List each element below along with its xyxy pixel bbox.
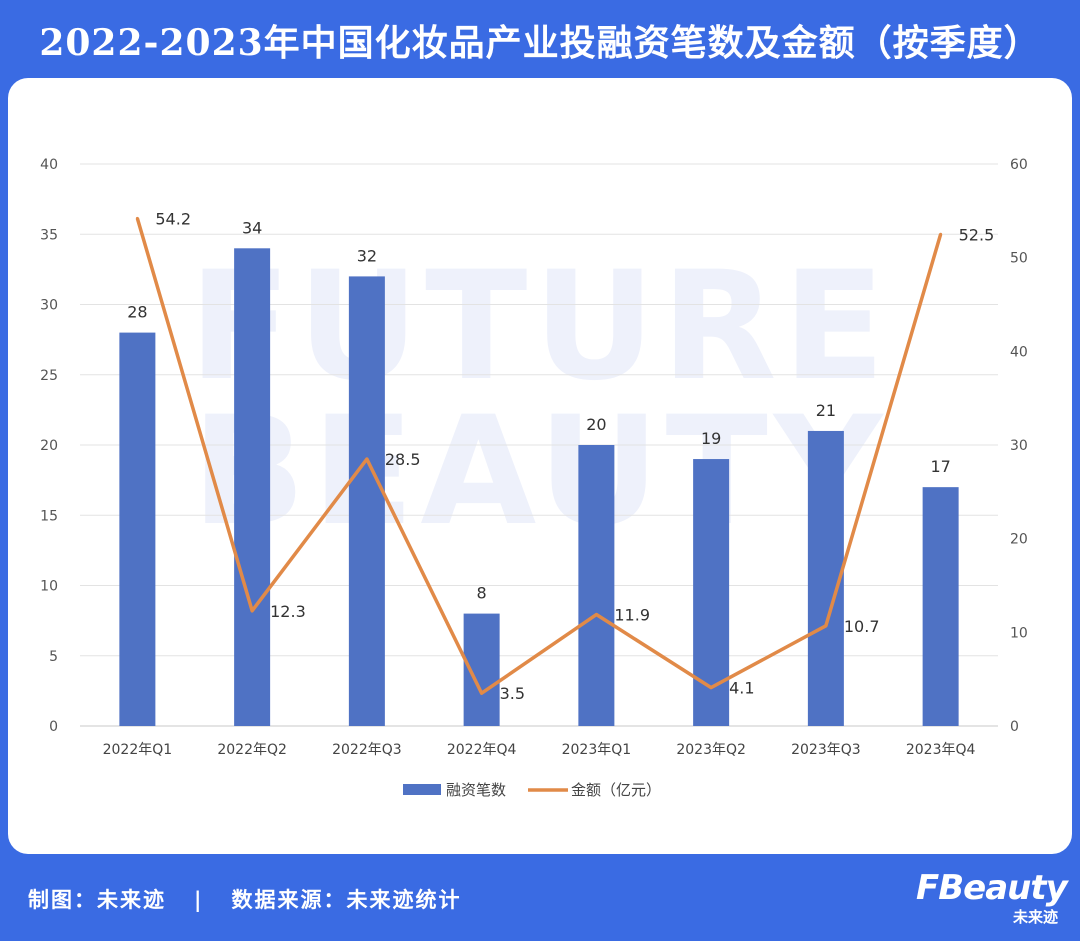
line-point bbox=[480, 691, 484, 695]
watermark-line-2: BEAUTY bbox=[191, 385, 888, 559]
x-tick-label: 2023年Q2 bbox=[676, 742, 746, 758]
line-path bbox=[135, 217, 943, 695]
bar-data-label: 32 bbox=[357, 246, 377, 265]
right-tick-label: 50 bbox=[1010, 251, 1028, 267]
watermark-line-1: FUTURE bbox=[189, 240, 891, 414]
watermark: FUTURE BEAUTY bbox=[189, 240, 891, 559]
logo-wordmark: FBeauty bbox=[916, 868, 1068, 908]
right-tick-label: 0 bbox=[1010, 719, 1019, 735]
x-tick-label: 2022年Q3 bbox=[332, 742, 402, 758]
x-tick-label: 2023年Q4 bbox=[906, 742, 976, 758]
line-data-label: 28.5 bbox=[385, 450, 421, 469]
legend-bar-swatch bbox=[403, 784, 441, 795]
legend-bar-label: 融资笔数 bbox=[446, 781, 506, 799]
right-tick-label: 10 bbox=[1010, 625, 1028, 641]
left-tick-label: 15 bbox=[40, 508, 58, 524]
line-point bbox=[824, 624, 828, 628]
line-data-label: 11.9 bbox=[614, 606, 650, 625]
bar-data-label: 34 bbox=[242, 218, 262, 237]
bar bbox=[922, 487, 959, 726]
right-tick-label: 60 bbox=[1010, 157, 1028, 173]
bar bbox=[234, 248, 271, 727]
left-tick-label: 30 bbox=[40, 298, 58, 314]
left-tick-label: 10 bbox=[40, 579, 58, 595]
line-series: 54.2 12.3 28.5 3.5 11.9 4.1 10.7 52.5 bbox=[135, 209, 995, 703]
line-data-label: 3.5 bbox=[500, 684, 525, 703]
left-tick-label: 5 bbox=[49, 649, 58, 665]
bar-data-label: 8 bbox=[477, 584, 487, 603]
footer: 制图：未来迹 | 数据来源：未来迹统计 FBeauty 未来迹 bbox=[0, 858, 1080, 941]
bar-data-label: 21 bbox=[816, 401, 836, 420]
x-tick-label: 2022年Q2 bbox=[217, 742, 287, 758]
right-axis: 0 10 20 30 40 50 60 bbox=[1010, 157, 1028, 735]
line-point bbox=[250, 609, 254, 613]
x-tick-label: 2023年Q1 bbox=[562, 742, 632, 758]
chart-title: 2022-2023年中国化妆品产业投融资笔数及金额（按季度） bbox=[39, 22, 1041, 64]
left-tick-label: 20 bbox=[40, 438, 58, 454]
line-point bbox=[939, 232, 943, 236]
line-point bbox=[135, 216, 139, 220]
line-data-label: 10.7 bbox=[844, 617, 880, 636]
line-data-label: 12.3 bbox=[270, 602, 306, 621]
bar-data-label: 17 bbox=[930, 457, 950, 476]
bar bbox=[119, 332, 156, 726]
x-tick-label: 2023年Q3 bbox=[791, 742, 861, 758]
right-tick-label: 30 bbox=[1010, 438, 1028, 454]
line-data-label: 54.2 bbox=[155, 209, 191, 228]
bar bbox=[348, 276, 385, 726]
brand-logo: FBeauty 未来迹 bbox=[916, 868, 1068, 934]
bar-series: 28 34 32 8 20 19 21 17 bbox=[119, 218, 959, 727]
chart-card: FUTURE BEAUTY 0 5 10 15 20 25 30 35 40 0 10 20 30 40… bbox=[8, 78, 1072, 854]
line-data-label: 4.1 bbox=[729, 679, 754, 698]
right-tick-label: 40 bbox=[1010, 344, 1028, 360]
x-tick-label: 2022年Q1 bbox=[103, 742, 173, 758]
logo-subtext: 未来迹 bbox=[1012, 908, 1058, 926]
line-point bbox=[365, 457, 369, 461]
bar-data-label: 20 bbox=[586, 415, 606, 434]
credit-text: 制图：未来迹 | 数据来源：未来迹统计 bbox=[28, 887, 462, 912]
bar-data-label: 19 bbox=[701, 429, 721, 448]
left-tick-label: 25 bbox=[40, 368, 58, 384]
legend-line-label: 金额（亿元） bbox=[571, 781, 661, 799]
line-point bbox=[594, 613, 598, 617]
line-point bbox=[709, 686, 713, 690]
line-data-label: 52.5 bbox=[959, 225, 995, 244]
bar bbox=[578, 445, 615, 726]
chart-svg: FUTURE BEAUTY 0 5 10 15 20 25 30 35 40 0 10 20 30 40… bbox=[40, 157, 1028, 799]
left-tick-label: 0 bbox=[49, 719, 58, 735]
x-tick-label: 2022年Q4 bbox=[447, 742, 517, 758]
legend: 融资笔数 金额（亿元） bbox=[403, 781, 661, 799]
left-tick-label: 40 bbox=[40, 157, 58, 173]
bar bbox=[807, 430, 844, 726]
x-axis: 2022年Q1 2022年Q2 2022年Q3 2022年Q4 2023年Q1 2023年… bbox=[103, 742, 976, 758]
bar-data-label: 28 bbox=[127, 303, 147, 322]
left-tick-label: 35 bbox=[40, 227, 58, 243]
right-tick-label: 20 bbox=[1010, 532, 1028, 548]
left-axis: 0 5 10 15 20 25 30 35 40 bbox=[40, 157, 58, 735]
